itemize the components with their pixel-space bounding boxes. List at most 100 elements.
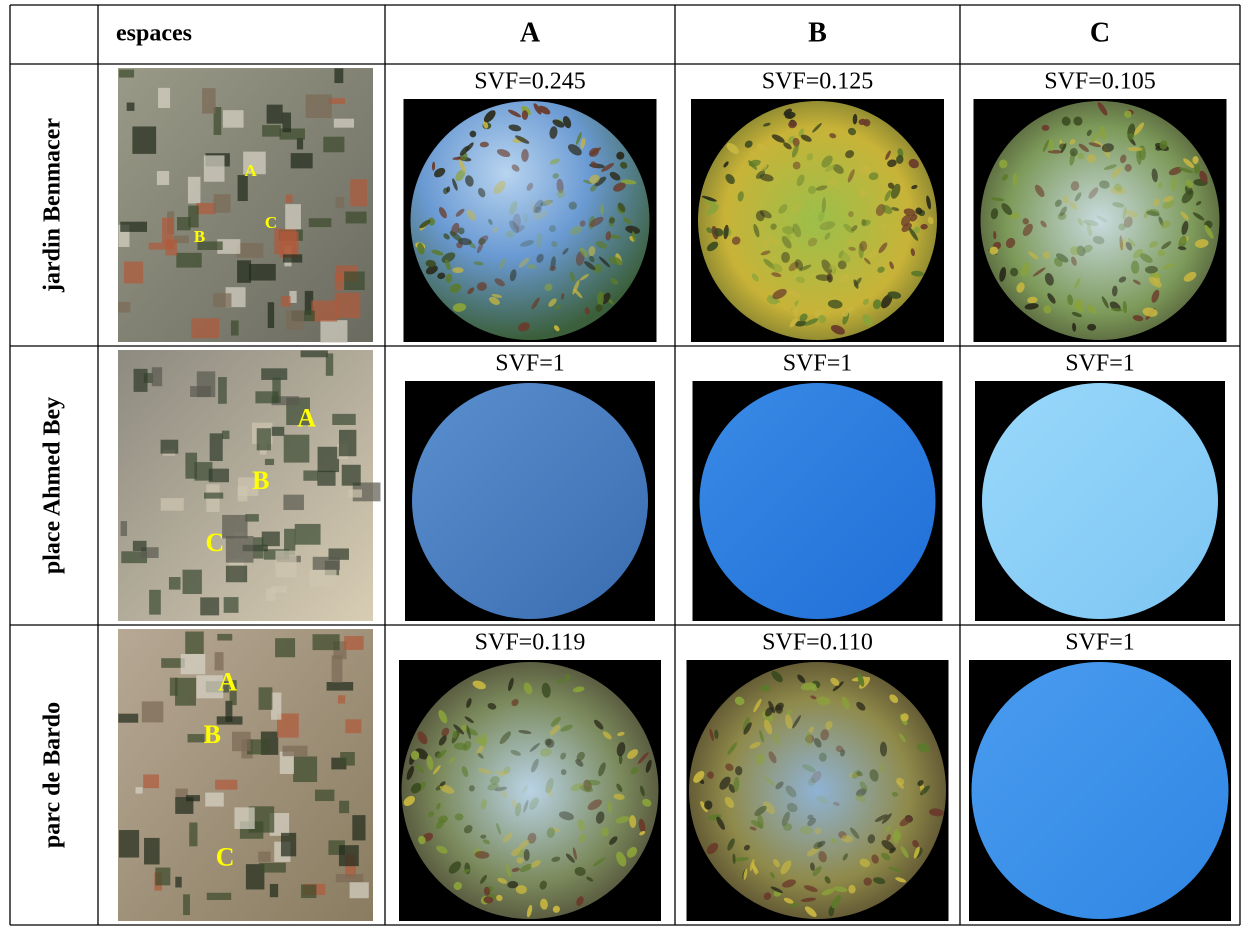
leaf — [814, 827, 822, 835]
leaf — [1016, 282, 1025, 293]
leaf — [810, 695, 817, 700]
leaf — [466, 209, 476, 221]
leaf — [1010, 212, 1020, 220]
aerial-patch — [340, 752, 355, 766]
leaf — [463, 868, 470, 874]
leaf — [576, 896, 584, 907]
leaf — [1199, 170, 1208, 184]
aerial-patch — [205, 792, 224, 807]
aerial-patch — [285, 194, 293, 203]
leaf — [771, 272, 782, 278]
leaf — [693, 770, 705, 783]
leaf — [489, 776, 500, 785]
leaf — [772, 288, 787, 300]
leaf — [544, 738, 552, 746]
aerial-patch — [196, 675, 224, 699]
leaf — [474, 851, 490, 859]
aerial-patch — [165, 239, 177, 256]
leaf — [744, 140, 753, 148]
leaf — [743, 844, 751, 851]
aerial-patch — [304, 290, 314, 315]
leaf — [858, 243, 864, 259]
leaf — [480, 874, 487, 884]
leaf — [800, 825, 813, 835]
aerial-patch — [305, 94, 332, 119]
leaf — [726, 143, 740, 155]
leaf — [895, 877, 907, 883]
aerial-patch — [284, 528, 296, 556]
leaf — [551, 827, 561, 833]
leaf — [518, 322, 530, 332]
aerial-patch — [280, 832, 297, 857]
leaf — [1101, 143, 1114, 153]
leaf — [1122, 300, 1127, 314]
aerial-patch — [300, 884, 317, 899]
leaf — [454, 813, 464, 821]
row-label: place Ahmed Bey — [40, 397, 66, 574]
leaf — [1053, 257, 1063, 267]
leaf — [859, 781, 868, 792]
aerial-patch — [271, 426, 285, 436]
leaf — [1119, 238, 1127, 251]
leaf — [615, 816, 630, 824]
aerial-patch — [267, 302, 275, 329]
leaf — [1083, 219, 1099, 226]
aerial-patch — [214, 652, 224, 671]
aerial-patch — [261, 531, 280, 547]
leaf — [449, 283, 461, 294]
aerial-patch — [339, 800, 350, 814]
leaf — [1110, 307, 1123, 312]
leaf — [551, 856, 561, 862]
leaf — [589, 147, 602, 156]
leaf — [574, 867, 586, 876]
leaf — [727, 838, 735, 851]
leaf — [485, 893, 500, 899]
aerial-patch — [334, 273, 344, 291]
leaf — [830, 837, 837, 844]
leaf — [469, 130, 477, 138]
leaf — [592, 857, 606, 867]
leaf — [530, 859, 541, 868]
leaf — [754, 805, 767, 816]
aerial-patch — [334, 292, 361, 319]
leaf — [620, 161, 628, 169]
aerial-patch — [118, 301, 131, 313]
leaf — [452, 178, 458, 191]
aerial-patch — [221, 430, 230, 440]
leaf — [913, 846, 920, 859]
leaf — [533, 103, 542, 115]
leaf — [556, 178, 564, 194]
leaf — [1134, 122, 1144, 136]
leaf — [545, 738, 555, 748]
leaf — [418, 835, 426, 845]
aerial-patch — [341, 464, 361, 486]
leaf — [467, 287, 475, 295]
header-cell: espaces — [116, 21, 192, 47]
aerial-patch — [331, 757, 347, 770]
leaf — [521, 149, 529, 162]
leaf — [487, 703, 497, 710]
leaf — [594, 176, 607, 187]
leaf — [1204, 224, 1214, 239]
leaf — [584, 307, 590, 315]
fisheye-image — [691, 99, 944, 342]
leaf — [1112, 202, 1125, 208]
leaf — [920, 785, 930, 796]
leaf — [597, 291, 604, 306]
leaf — [586, 876, 594, 882]
leaf — [1032, 267, 1046, 277]
leaf — [480, 834, 487, 839]
leaf — [1181, 221, 1189, 235]
leaf — [861, 219, 871, 227]
leaf — [601, 163, 615, 172]
leaf — [816, 795, 829, 805]
aerial-patch — [271, 692, 282, 720]
leaf — [1118, 223, 1126, 231]
leaf — [911, 184, 918, 190]
leaf — [734, 857, 749, 862]
leaf — [849, 827, 860, 839]
aerial-patch — [345, 211, 367, 224]
leaf — [1062, 195, 1069, 204]
aerial-patch — [194, 462, 213, 481]
leaf — [1012, 172, 1017, 187]
